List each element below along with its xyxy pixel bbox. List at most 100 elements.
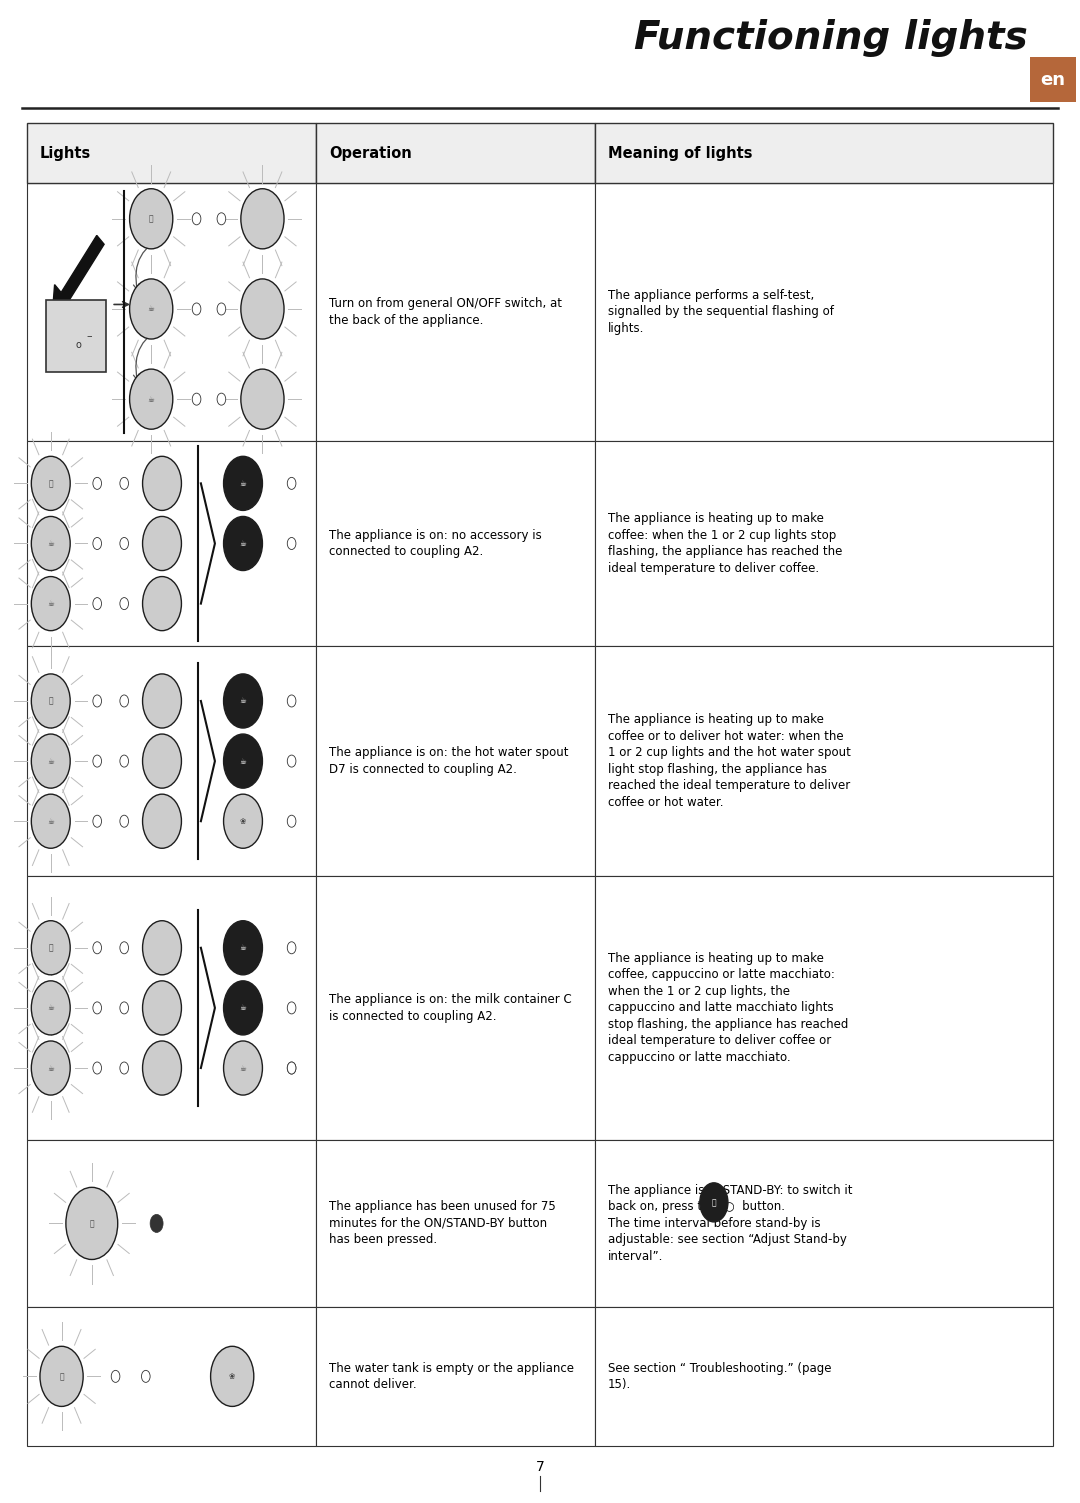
Bar <box>27 646 316 876</box>
Text: Functioning lights: Functioning lights <box>634 20 1028 57</box>
Circle shape <box>143 794 181 848</box>
Text: The appliance is on: no accessory is
connected to coupling A2.: The appliance is on: no accessory is con… <box>329 529 542 558</box>
Circle shape <box>120 598 129 610</box>
Text: en: en <box>1040 71 1066 89</box>
Circle shape <box>224 673 262 727</box>
Text: ⏻: ⏻ <box>90 1219 94 1228</box>
Bar <box>316 183 595 440</box>
Bar <box>27 1306 316 1446</box>
Text: ☕: ☕ <box>48 600 54 609</box>
Bar <box>595 646 1053 876</box>
Circle shape <box>224 981 262 1036</box>
Circle shape <box>211 1347 254 1407</box>
Circle shape <box>93 815 102 827</box>
Circle shape <box>120 538 129 550</box>
Text: The appliance is heating up to make
coffee, cappuccino or latte macchiato:
when : The appliance is heating up to make coff… <box>608 951 849 1064</box>
Bar <box>27 1139 316 1306</box>
Circle shape <box>700 1183 728 1222</box>
Circle shape <box>224 921 262 975</box>
Bar <box>595 440 1053 646</box>
Circle shape <box>287 815 296 827</box>
Text: The water tank is empty or the appliance
cannot deliver.: The water tank is empty or the appliance… <box>329 1362 575 1392</box>
Circle shape <box>130 189 173 249</box>
Circle shape <box>141 1371 150 1383</box>
Circle shape <box>143 981 181 1036</box>
Circle shape <box>287 1003 296 1015</box>
Text: ☕: ☕ <box>240 1064 246 1073</box>
Circle shape <box>120 478 129 490</box>
Bar <box>27 440 316 646</box>
Circle shape <box>241 370 284 430</box>
Text: ☕: ☕ <box>240 696 246 705</box>
Text: Operation: Operation <box>329 146 413 161</box>
Text: The appliance has been unused for 75
minutes for the ON/STAND-BY button
has been: The appliance has been unused for 75 min… <box>329 1201 556 1246</box>
Text: The appliance is in STAND-BY: to switch it
back on, press the  ○  button.
The ti: The appliance is in STAND-BY: to switch … <box>608 1184 852 1263</box>
Bar <box>27 183 316 440</box>
Circle shape <box>224 517 262 571</box>
Text: See section “ Troubleshooting.” (page
15).: See section “ Troubleshooting.” (page 15… <box>608 1362 832 1392</box>
Circle shape <box>217 394 226 406</box>
Circle shape <box>143 673 181 727</box>
Circle shape <box>287 694 296 706</box>
Circle shape <box>143 457 181 511</box>
Circle shape <box>192 213 201 225</box>
Text: –: – <box>86 331 93 341</box>
Text: ⏻: ⏻ <box>49 696 53 705</box>
Circle shape <box>66 1187 118 1260</box>
Bar <box>27 123 316 183</box>
Circle shape <box>241 189 284 249</box>
Text: ❀: ❀ <box>240 816 246 825</box>
Circle shape <box>224 457 262 511</box>
Text: Meaning of lights: Meaning of lights <box>608 146 753 161</box>
Circle shape <box>130 370 173 430</box>
Circle shape <box>40 1347 83 1407</box>
Bar <box>316 1139 595 1306</box>
Bar <box>595 123 1053 183</box>
Circle shape <box>120 694 129 706</box>
Circle shape <box>224 794 262 848</box>
Text: The appliance is on: the milk container C
is connected to coupling A2.: The appliance is on: the milk container … <box>329 993 572 1022</box>
Text: ☕: ☕ <box>48 816 54 825</box>
Circle shape <box>31 981 70 1036</box>
Bar <box>316 1306 595 1446</box>
Text: ☕: ☕ <box>48 756 54 765</box>
Text: ⏻: ⏻ <box>712 1198 716 1207</box>
Bar <box>595 1139 1053 1306</box>
Circle shape <box>31 794 70 848</box>
Circle shape <box>31 577 70 631</box>
Circle shape <box>287 755 296 767</box>
Text: The appliance is heating up to make
coffee: when the 1 or 2 cup lights stop
flas: The appliance is heating up to make coff… <box>608 513 842 574</box>
Circle shape <box>93 598 102 610</box>
Text: ⏻: ⏻ <box>59 1372 64 1381</box>
Text: The appliance performs a self-test,
signalled by the sequential flashing of
ligh: The appliance performs a self-test, sign… <box>608 289 834 335</box>
Circle shape <box>31 921 70 975</box>
Text: ⏻: ⏻ <box>49 479 53 488</box>
Circle shape <box>93 755 102 767</box>
Circle shape <box>143 517 181 571</box>
Bar <box>316 876 595 1139</box>
Circle shape <box>143 1042 181 1096</box>
Circle shape <box>287 538 296 550</box>
FancyArrow shape <box>52 236 104 317</box>
Text: Turn on from general ON/OFF switch, at
the back of the appliance.: Turn on from general ON/OFF switch, at t… <box>329 298 563 326</box>
Text: The appliance is on: the hot water spout
D7 is connected to coupling A2.: The appliance is on: the hot water spout… <box>329 747 569 776</box>
Circle shape <box>130 280 173 340</box>
Text: Lights: Lights <box>40 146 91 161</box>
Text: ☕: ☕ <box>240 756 246 765</box>
Circle shape <box>93 694 102 706</box>
Text: ☕: ☕ <box>240 1004 246 1013</box>
Circle shape <box>31 673 70 727</box>
Circle shape <box>93 1003 102 1015</box>
Text: ☕: ☕ <box>148 395 154 404</box>
Circle shape <box>143 921 181 975</box>
Circle shape <box>192 394 201 406</box>
Circle shape <box>287 1063 296 1075</box>
Bar <box>316 646 595 876</box>
Circle shape <box>143 577 181 631</box>
Circle shape <box>31 1042 70 1096</box>
Circle shape <box>120 755 129 767</box>
Text: ⏻: ⏻ <box>49 944 53 953</box>
Circle shape <box>217 213 226 225</box>
Circle shape <box>93 1063 102 1075</box>
Circle shape <box>192 304 201 316</box>
